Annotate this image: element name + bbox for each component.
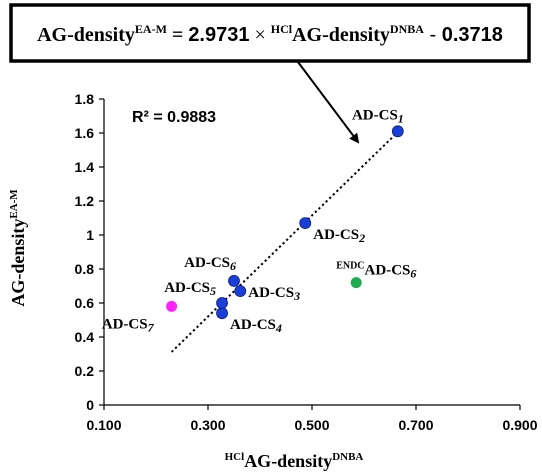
x-tick-label: 0.700 (398, 417, 433, 433)
x-tick-label: 0.300 (190, 417, 225, 433)
x-axis-title-text: AG-density (244, 451, 332, 471)
y-axis-title-sup: EA-M (8, 189, 20, 219)
r-squared-label: R² = 0.9883 (132, 109, 216, 126)
data-point (299, 217, 312, 230)
point-label: AD-CS6 (184, 255, 236, 273)
x-axis-title: HClAG-densityDNBA (225, 451, 364, 471)
point-label: AD-CS2 (313, 227, 365, 245)
y-tick-label: 1.4 (75, 159, 95, 175)
point-label: AD-CS7 (102, 316, 155, 334)
x-axis-ticks: 0.100 0.300 0.500 0.700 0.900 (86, 405, 538, 433)
equation-equals: = (167, 24, 188, 46)
equation-slope: 2.9731 (188, 24, 249, 46)
x-tick-label: 0.500 (294, 417, 329, 433)
regression-equation: AG-densityEA-M = 2.9731 × HClAG-densityD… (37, 22, 503, 46)
data-point (391, 125, 404, 138)
y-axis-title: AG-densityEA-M (8, 189, 28, 307)
y-tick-label: 1.8 (75, 91, 95, 107)
data-point (234, 285, 247, 298)
y-axis-title-text: AG-density (8, 219, 28, 307)
equation-lhs: AG-density (37, 24, 135, 46)
data-points (166, 125, 404, 320)
equation-box (9, 3, 531, 63)
y-tick-label: 0.4 (75, 329, 95, 345)
equation-lhs-sup: EA-M (135, 22, 167, 36)
data-point (216, 307, 228, 320)
equation-minus: - (424, 24, 442, 46)
equation-rhs-sup: DNBA (390, 22, 424, 36)
point-label: AD-CS4 (230, 317, 282, 335)
equation-intercept: 0.3718 (442, 24, 503, 46)
y-tick-label: 1 (86, 227, 94, 243)
callout-arrow (297, 61, 360, 144)
data-point (228, 274, 240, 287)
x-axis-title-sup: DNBA (332, 451, 363, 463)
equation-rhs-pre-sup: HCl (271, 22, 293, 36)
y-tick-label: 0.2 (75, 363, 95, 379)
equation-rhs: AG-density (292, 24, 390, 46)
x-tick-label: 0.100 (86, 417, 121, 433)
y-axis-ticks: 0 0.2 0.4 0.6 0.8 1 1.2 1.4 1.6 1.8 (75, 91, 104, 413)
point-label: AD-CS1 (352, 107, 404, 125)
x-axis-title-pre-sup: HCl (225, 451, 245, 463)
x-tick-label: 0.900 (502, 417, 537, 433)
point-label: AD-CS3 (248, 285, 300, 303)
point-label: ENDCAD-CS6 (336, 261, 416, 281)
y-tick-label: 0.8 (75, 261, 95, 277)
data-point (216, 297, 228, 309)
trendline (170, 128, 402, 353)
equation-times: × (249, 24, 270, 46)
y-tick-label: 0 (86, 397, 94, 413)
data-point (350, 277, 362, 289)
y-tick-label: 1.6 (75, 125, 95, 141)
point-label: AD-CS5 (164, 280, 216, 298)
y-tick-label: 1.2 (75, 193, 95, 209)
point-labels: AD-CS1 AD-CS2 AD-CS3 AD-CS4 AD-CS5 AD-CS6 AD-C… (102, 107, 417, 335)
data-point (166, 300, 178, 312)
y-tick-label: 0.6 (75, 295, 95, 311)
